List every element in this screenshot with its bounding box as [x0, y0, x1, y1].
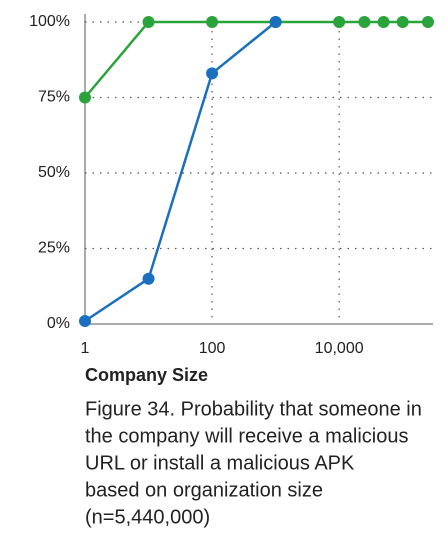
series-line — [84, 20, 428, 99]
caption-line: URL or install a malicious APK — [85, 452, 355, 474]
data-point — [206, 67, 219, 80]
y-tick-label: 50% — [38, 164, 70, 181]
data-point — [358, 16, 371, 28]
y-tick-label: 0% — [47, 315, 70, 332]
y-tick-label: 25% — [38, 240, 70, 257]
y-tick-label: 75% — [38, 89, 70, 106]
x-tick-label: 100 — [199, 340, 226, 357]
data-point — [206, 16, 219, 28]
x-tick-label: 1 — [81, 340, 90, 357]
x-tick-label: 10,000 — [315, 340, 364, 357]
caption-line: the company will receive a malicious — [85, 425, 408, 447]
x-axis-label: Company Size — [85, 365, 208, 385]
data-point — [142, 16, 155, 28]
data-point — [269, 16, 282, 28]
y-tick-label: 100% — [29, 13, 70, 30]
data-point — [396, 16, 409, 28]
data-point — [79, 91, 91, 104]
data-point — [79, 314, 91, 327]
data-point — [142, 272, 155, 285]
caption-line: (n=5,440,000) — [85, 506, 210, 528]
caption-line: Figure 34. Probability that someone in — [85, 398, 422, 420]
caption-line: based on organization size — [85, 479, 323, 501]
series-line — [84, 21, 277, 323]
data-point — [421, 16, 434, 28]
data-point — [377, 16, 390, 28]
data-point — [333, 16, 346, 28]
